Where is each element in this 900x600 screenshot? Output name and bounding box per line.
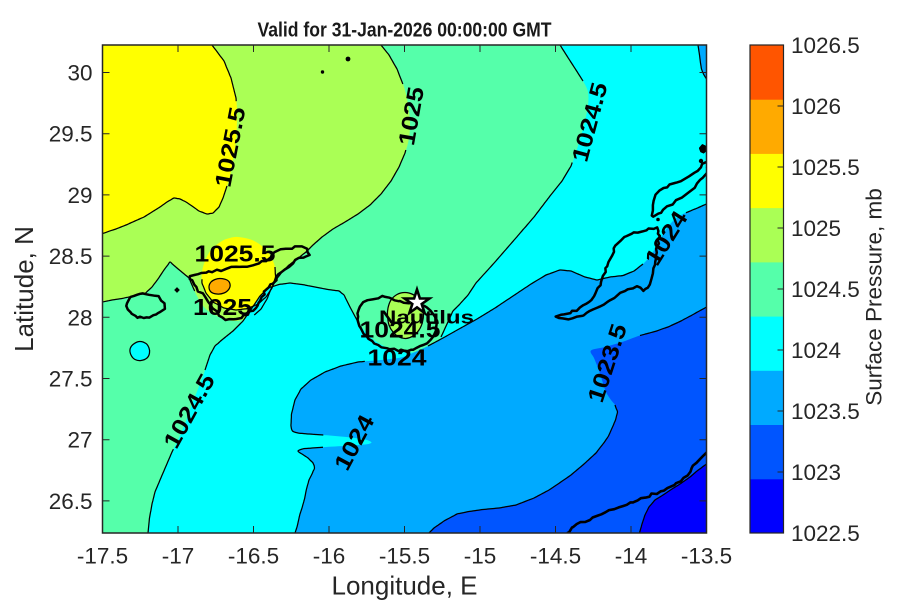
svg-text:1023: 1023	[791, 460, 841, 485]
svg-text:-17.5: -17.5	[77, 544, 128, 569]
svg-text:1022.5: 1022.5	[791, 521, 860, 546]
svg-text:-14: -14	[615, 544, 648, 569]
svg-text:1024: 1024	[791, 338, 841, 363]
svg-text:1025: 1025	[193, 294, 252, 320]
svg-text:29.5: 29.5	[49, 122, 93, 147]
svg-text:1023.5: 1023.5	[791, 399, 860, 424]
svg-text:28: 28	[67, 305, 92, 330]
svg-text:Nautilus: Nautilus	[379, 307, 474, 328]
svg-text:28.5: 28.5	[49, 244, 93, 269]
svg-text:-15: -15	[464, 544, 497, 569]
svg-text:Surface Pressure, mb: Surface Pressure, mb	[862, 188, 887, 406]
svg-text:-16.5: -16.5	[228, 544, 279, 569]
svg-text:1026.5: 1026.5	[791, 33, 860, 58]
svg-text:1024.5: 1024.5	[360, 317, 441, 343]
svg-text:1026: 1026	[791, 94, 841, 119]
svg-text:1024.5: 1024.5	[791, 277, 860, 302]
svg-text:30: 30	[67, 61, 92, 86]
svg-text:27: 27	[67, 428, 92, 453]
svg-text:1024: 1024	[368, 345, 427, 371]
svg-text:27.5: 27.5	[49, 367, 93, 392]
svg-text:1025.5: 1025.5	[195, 241, 276, 267]
svg-text:-15.5: -15.5	[379, 544, 430, 569]
svg-text:Latitude, N: Latitude, N	[9, 226, 39, 352]
svg-text:1025.5: 1025.5	[791, 155, 860, 180]
svg-text:Valid for 31-Jan-2026 00:00:00: Valid for 31-Jan-2026 00:00:00 GMT	[258, 20, 552, 42]
svg-text:29: 29	[67, 183, 92, 208]
svg-text:-13.5: -13.5	[681, 544, 732, 569]
svg-text:-14.5: -14.5	[530, 544, 581, 569]
svg-text:26.5: 26.5	[49, 489, 93, 514]
svg-text:Longitude, E: Longitude, E	[331, 571, 477, 600]
svg-text:-17: -17	[162, 544, 195, 569]
svg-text:1025: 1025	[791, 216, 841, 241]
svg-text:-16: -16	[313, 544, 346, 569]
